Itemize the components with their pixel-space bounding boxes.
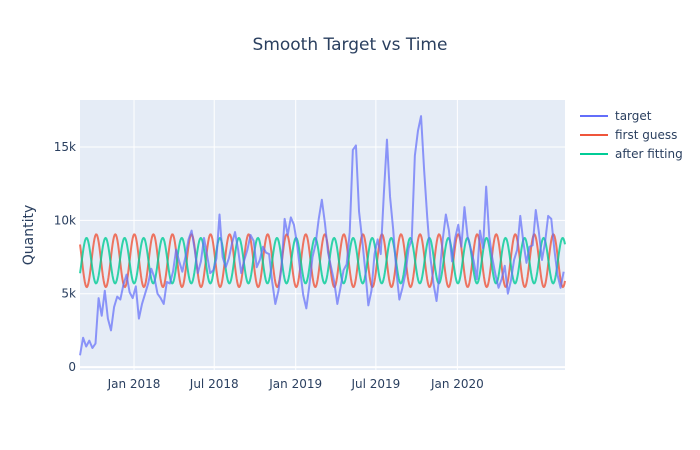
series-line-target: [79, 115, 565, 356]
y-tick-label: 10k: [54, 213, 76, 227]
series-line-first-guess: [79, 233, 566, 289]
x-tick-label: Jan 2019: [268, 377, 322, 391]
y-tick-label: 5k: [61, 287, 76, 301]
y-axis-label: Quantity: [21, 205, 37, 266]
y-tick-label: 0: [68, 360, 76, 374]
chart-title: Smooth Target vs Time: [253, 35, 448, 55]
x-tick-label: Jan 2020: [430, 377, 484, 391]
series-lines: [79, 115, 566, 356]
legend: target first guess after fitting: [580, 109, 683, 161]
legend-item-target[interactable]: target: [580, 109, 652, 123]
legend-item-after-fitting[interactable]: after fitting: [580, 147, 683, 161]
legend-item-first-guess[interactable]: first guess: [580, 128, 677, 142]
legend-label-target: target: [615, 109, 652, 123]
y-tick-label: 15k: [54, 140, 76, 154]
legend-label-first-guess: first guess: [615, 128, 677, 142]
x-axis-ticks: Jan 2018 Jul 2018 Jan 2019 Jul 2019 Jan 2020: [107, 377, 484, 391]
x-tick-label: Jul 2019: [350, 377, 400, 391]
x-tick-label: Jul 2018: [189, 377, 239, 391]
y-axis-ticks: 0 5k 10k 15k: [54, 140, 76, 374]
legend-label-after-fitting: after fitting: [615, 147, 683, 161]
x-tick-label: Jan 2018: [107, 377, 161, 391]
